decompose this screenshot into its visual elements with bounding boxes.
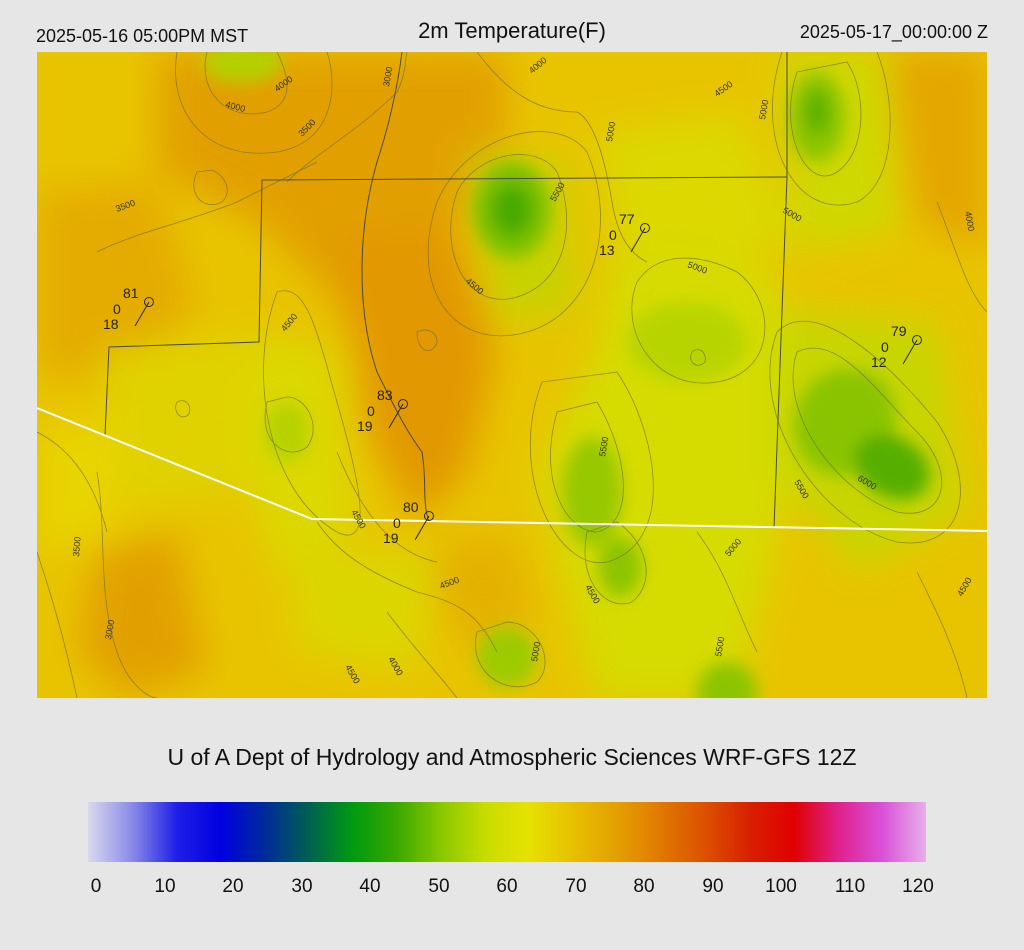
station-temp: 80 — [403, 499, 419, 515]
wind-barb — [902, 339, 918, 365]
station-dew: 12 — [871, 354, 887, 370]
contour-label: 5500 — [597, 436, 610, 457]
station-marker — [640, 223, 650, 233]
station-precip: 0 — [393, 515, 401, 531]
station-dew: 19 — [357, 418, 373, 434]
valid-time-utc: 2025-05-17_00:00:00 Z — [799, 22, 988, 42]
international-border — [37, 407, 987, 532]
station-precip: 0 — [881, 339, 889, 355]
colorbar-tick: 70 — [565, 876, 587, 897]
colorbar-tick: 80 — [633, 876, 655, 897]
contour-label: 5000 — [604, 121, 617, 142]
station-temp: 81 — [123, 285, 139, 301]
station-dew: 19 — [383, 530, 399, 546]
colorbar-tick: 100 — [765, 876, 797, 897]
station-marker — [398, 399, 408, 409]
station-marker — [424, 511, 434, 521]
colorbar-tick: 20 — [222, 876, 244, 897]
colorbar-tick: 90 — [702, 876, 724, 897]
contour-label: 3000 — [103, 619, 116, 640]
valid-time-local: 2025-05-16 05:00PM MST — [36, 26, 249, 46]
station-temp: 77 — [619, 211, 635, 227]
colorbar-tick: 0 — [90, 876, 102, 897]
wind-barb — [134, 301, 150, 327]
map-title: 2m Temperature(F) — [418, 18, 606, 43]
wind-barb — [388, 403, 404, 429]
station-precip: 0 — [113, 301, 121, 317]
contour-label: 4000 — [963, 211, 976, 232]
credit-line: U of A Dept of Hydrology and Atmospheric… — [167, 744, 857, 770]
station-temp: 79 — [891, 323, 907, 339]
station-precip: 0 — [609, 227, 617, 243]
contour-label: 5000 — [757, 99, 770, 120]
contour-label: 3500 — [71, 536, 83, 557]
colorbar-tick: 10 — [154, 876, 176, 897]
contour-label: 5500 — [713, 636, 726, 657]
station-dew: 18 — [103, 316, 119, 332]
colorbar-tick: 50 — [428, 876, 450, 897]
contour-label: 5000 — [529, 641, 542, 662]
elevation-contours — [37, 52, 987, 698]
station-precip: 0 — [367, 403, 375, 419]
station-marker — [912, 335, 922, 345]
wind-barb — [630, 227, 646, 253]
colorbar-tick: 40 — [359, 876, 381, 897]
colorbar-tick: 110 — [834, 876, 866, 897]
colorbar-tick: 120 — [902, 876, 934, 897]
temperature-map: 4000400035003000400035005000550045005000… — [37, 52, 987, 698]
colorbar-tick: 30 — [291, 876, 313, 897]
state-county-borders — [104, 52, 788, 529]
colorbar-tick: 60 — [496, 876, 518, 897]
station-dew: 13 — [599, 242, 615, 258]
temperature-colorbar — [88, 802, 926, 862]
station-temp: 83 — [377, 387, 393, 403]
temperature-field — [37, 52, 987, 698]
station-marker — [144, 297, 154, 307]
contour-label: 3000 — [381, 66, 394, 87]
wind-barb — [414, 515, 430, 541]
